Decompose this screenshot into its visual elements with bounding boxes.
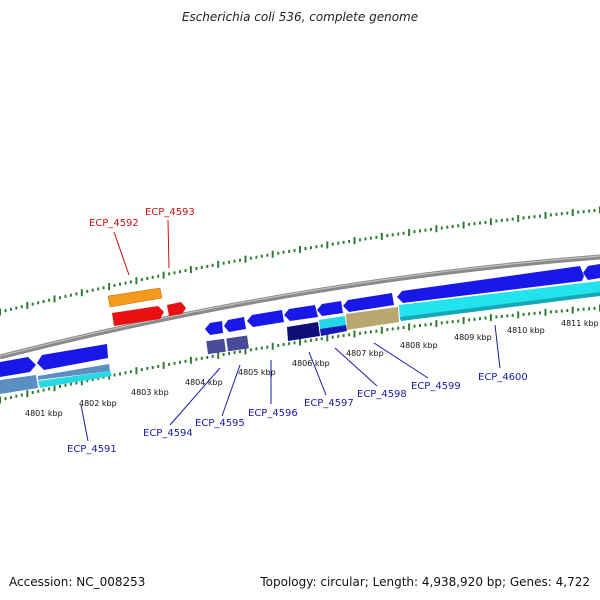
kbp-label: 4811 kbp (561, 319, 599, 328)
kbp-label: 4802 kbp (79, 399, 117, 408)
gene-label-ecp-4598[interactable]: ECP_4598 (357, 389, 407, 400)
kbp-label: 4805 kbp (238, 368, 276, 377)
gene-label-ecp-4595[interactable]: ECP_4595 (195, 418, 245, 429)
gene-forward-7[interactable] (317, 301, 343, 316)
genome-title: Escherichia coli 536, complete genome (181, 10, 419, 24)
gene-ecp-4591-b[interactable] (38, 364, 110, 380)
kbp-label: 4807 kbp (346, 349, 384, 358)
gene-forward-5[interactable] (247, 310, 284, 327)
gene-label-ecp-4596[interactable]: ECP_4596 (248, 408, 298, 419)
gene-label-ecp-4594[interactable]: ECP_4594 (143, 428, 193, 439)
gene-ecp-4592[interactable] (107, 287, 163, 308)
gene-forward-4[interactable] (224, 317, 246, 332)
gene-ecp-4598-a[interactable] (319, 316, 346, 329)
leader-line (169, 367, 221, 426)
gene-ecp-4599[interactable] (346, 307, 399, 330)
gene-label-ecp-4599[interactable]: ECP_4599 (411, 381, 461, 392)
genome-backbone-highlight (0, 255, 600, 357)
gene-ecp-4597[interactable] (287, 322, 320, 341)
outer-tick-track (0, 206, 600, 316)
kbp-label: 4806 kbp (292, 359, 330, 368)
gene-ecp-4594[interactable] (206, 338, 226, 355)
gene-forward-6[interactable] (284, 305, 318, 321)
gene-ecp-4595[interactable] (226, 335, 249, 352)
leader-line (221, 364, 241, 417)
gene-forward-9[interactable] (397, 266, 584, 303)
leader-line (113, 231, 130, 276)
accession-label: Accession: NC_008253 (9, 575, 146, 589)
kbp-label: 4808 kbp (400, 341, 438, 350)
gene-ecp-4591-c[interactable] (38, 371, 112, 388)
gene-ecp-4600[interactable] (399, 281, 600, 320)
gene-ecp-4600-edge (400, 292, 600, 321)
kbp-label: 4804 kbp (185, 378, 223, 387)
gene-forward-3[interactable] (205, 321, 223, 335)
gene-label-ecp-4592[interactable]: ECP_4592 (89, 218, 139, 229)
gene-ecp-4591-a[interactable] (0, 375, 38, 394)
gene-ecp-4593-a[interactable] (112, 306, 164, 326)
gene-forward-2[interactable] (37, 344, 108, 370)
gene-forward-10[interactable] (583, 264, 600, 280)
kbp-label: 4810 kbp (507, 326, 545, 335)
gene-label-ecp-4600[interactable]: ECP_4600 (478, 372, 528, 383)
kbp-label: 4809 kbp (454, 333, 492, 342)
gene-label-ecp-4593[interactable]: ECP_4593 (145, 207, 195, 218)
gene-ecp-4598-b[interactable] (320, 325, 347, 336)
leader-line (167, 219, 170, 269)
inner-tick-track (0, 304, 600, 404)
gene-label-ecp-4591[interactable]: ECP_4591 (67, 444, 117, 455)
kbp-label: 4803 kbp (131, 388, 169, 397)
kbp-label: 4801 kbp (25, 409, 63, 418)
genome-backbone (0, 254, 600, 360)
leader-line (334, 347, 378, 387)
gene-forward-8[interactable] (343, 293, 394, 312)
leader-line (494, 324, 501, 369)
gene-label-ecp-4597[interactable]: ECP_4597 (304, 398, 354, 409)
leader-line (373, 342, 429, 379)
gene-ecp-4593-b[interactable] (167, 302, 186, 316)
leader-line (308, 351, 327, 396)
gene-forward-1[interactable] (0, 357, 36, 377)
leader-line (80, 404, 89, 442)
genome-summary: Topology: circular; Length: 4,938,920 bp… (260, 575, 590, 589)
